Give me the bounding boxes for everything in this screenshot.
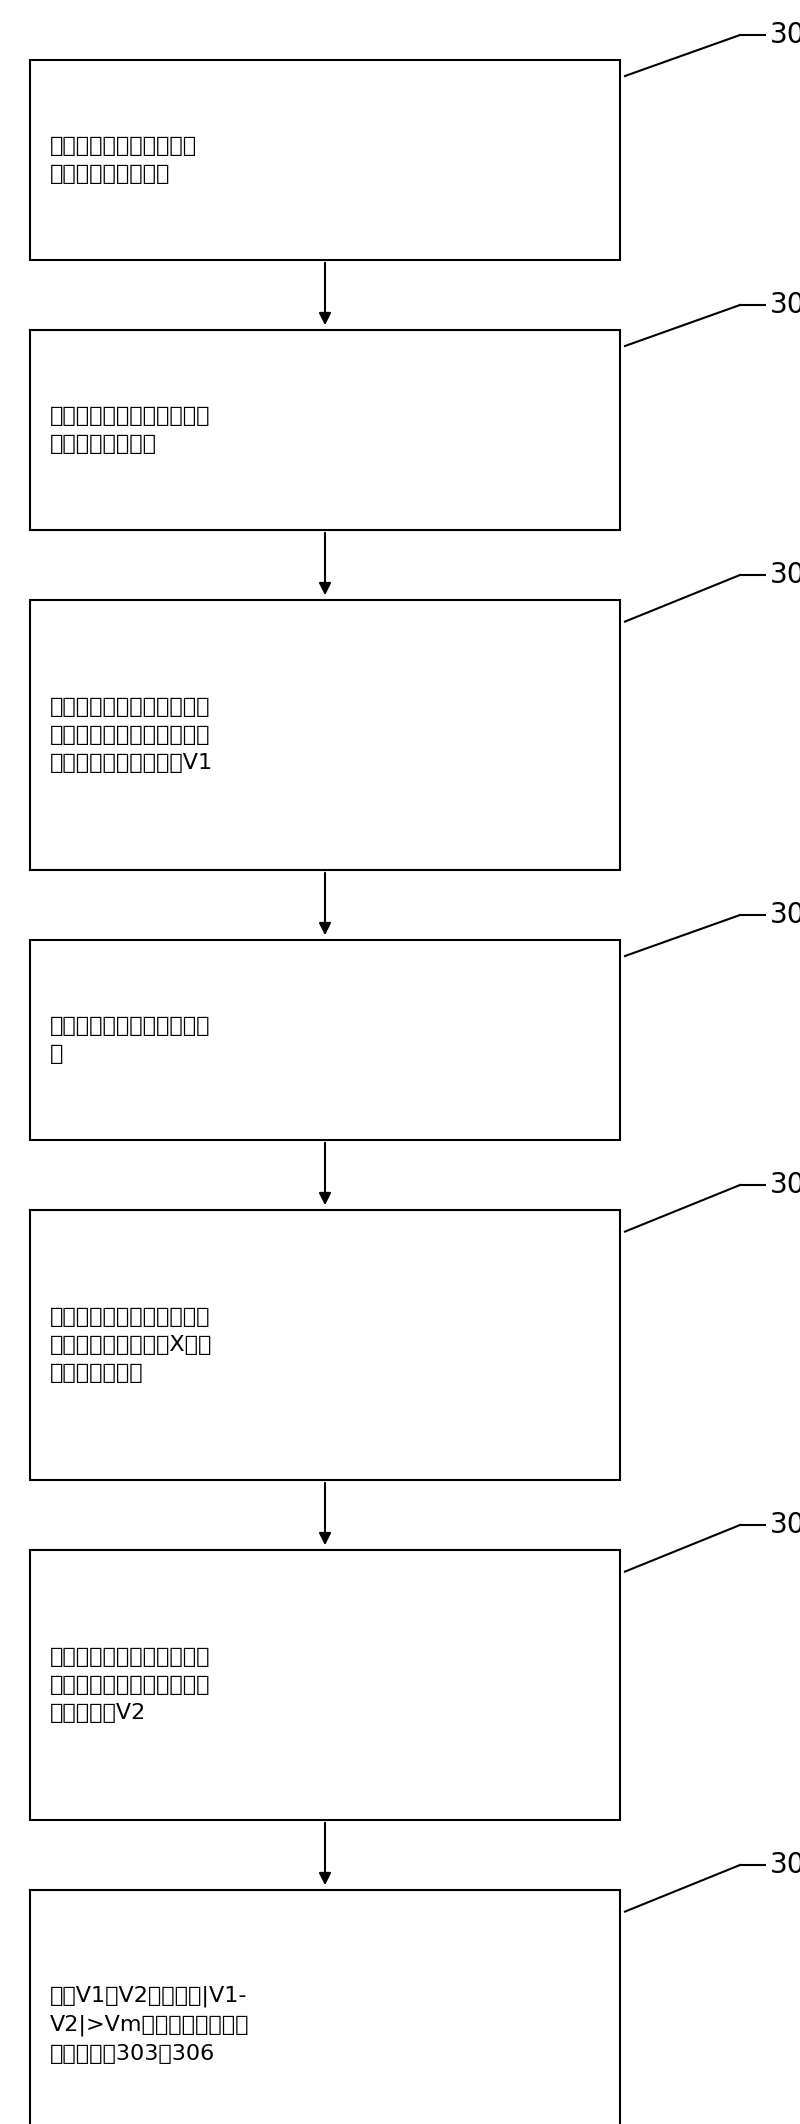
- Bar: [30, 1890, 620, 2124]
- Bar: [30, 1551, 620, 1820]
- Text: 利用聚焦离子束装置刻蚀第
一裸露表面至一深度X，露
出第二裸露表面: 利用聚焦离子束装置刻蚀第 一裸露表面至一深度X，露 出第二裸露表面: [50, 1306, 212, 1383]
- Bar: [30, 1211, 620, 1480]
- Text: 306: 306: [770, 1510, 800, 1540]
- Text: 307: 307: [770, 1850, 800, 1880]
- Text: 301: 301: [770, 21, 800, 49]
- Text: 比较V1与V2大小，如|V1-
V2|>Vm，则终止减薄，否
则重复步骤303至306: 比较V1与V2大小，如|V1- V2|>Vm，则终止减薄，否 则重复步骤303至…: [50, 1986, 250, 2065]
- Text: 将一具有多层结构的待测
样品置于反应腔室内: 将一具有多层结构的待测 样品置于反应腔室内: [50, 136, 197, 185]
- Text: 将原子力显微镜导电探针移
动至待测样品上方: 将原子力显微镜导电探针移 动至待测样品上方: [50, 406, 210, 455]
- Text: 304: 304: [770, 901, 800, 928]
- Text: 303: 303: [770, 561, 800, 588]
- Text: 移开原子力显微镜的导电探
针: 移开原子力显微镜的导电探 针: [50, 1015, 210, 1064]
- Text: 利用原子力显微镜测量第二
裸露表面与导电探针的第二
接触电势差V2: 利用原子力显微镜测量第二 裸露表面与导电探针的第二 接触电势差V2: [50, 1646, 210, 1723]
- Bar: [30, 59, 620, 259]
- Text: 305: 305: [770, 1170, 800, 1200]
- Text: 302: 302: [770, 291, 800, 319]
- Bar: [30, 599, 620, 871]
- Bar: [30, 941, 620, 1141]
- Bar: [30, 329, 620, 531]
- Text: 利用原子力显微镜测量待测
样品的第一裸露表面与导电
探针的第一接触电势差V1: 利用原子力显微镜测量待测 样品的第一裸露表面与导电 探针的第一接触电势差V1: [50, 697, 213, 773]
